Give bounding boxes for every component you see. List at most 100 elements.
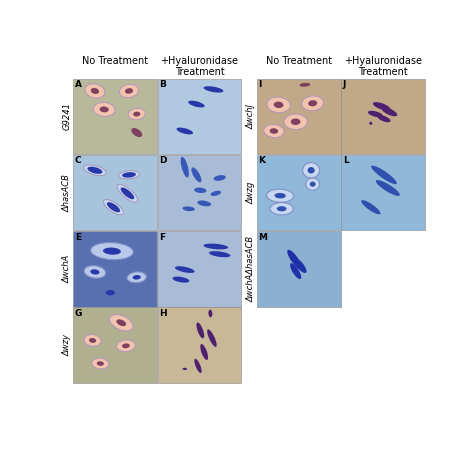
Ellipse shape (197, 200, 211, 206)
Ellipse shape (300, 83, 310, 87)
Ellipse shape (176, 128, 193, 135)
Ellipse shape (117, 320, 126, 326)
Text: Δwzg: Δwzg (246, 181, 255, 204)
Ellipse shape (194, 359, 201, 373)
Text: A: A (75, 80, 82, 89)
Bar (73, 79, 157, 154)
Text: B: B (159, 80, 166, 89)
Ellipse shape (92, 358, 109, 369)
Bar (341, 79, 425, 154)
Ellipse shape (310, 181, 316, 187)
Bar (257, 155, 341, 230)
Ellipse shape (119, 84, 138, 98)
Ellipse shape (201, 344, 208, 360)
Ellipse shape (91, 88, 99, 94)
Ellipse shape (117, 184, 137, 202)
Ellipse shape (273, 102, 283, 108)
Text: +Hyaluronidase
Treatment: +Hyaluronidase Treatment (344, 55, 422, 77)
Ellipse shape (91, 269, 100, 274)
Ellipse shape (120, 188, 134, 199)
Ellipse shape (369, 122, 373, 125)
Text: G9241: G9241 (63, 102, 72, 130)
Ellipse shape (287, 250, 301, 268)
Ellipse shape (125, 88, 133, 94)
Text: K: K (258, 157, 265, 166)
Ellipse shape (302, 162, 319, 178)
Text: ΔhasACB: ΔhasACB (63, 174, 72, 212)
Bar (158, 79, 241, 154)
Text: E: E (75, 233, 81, 242)
Ellipse shape (91, 243, 133, 260)
Ellipse shape (264, 124, 284, 138)
Ellipse shape (85, 84, 105, 98)
Ellipse shape (122, 343, 130, 348)
Ellipse shape (175, 266, 195, 273)
Bar (73, 231, 157, 306)
Text: No Treatment: No Treatment (265, 55, 332, 66)
Ellipse shape (203, 86, 223, 93)
Ellipse shape (373, 102, 391, 111)
Bar (341, 155, 425, 230)
Ellipse shape (122, 172, 136, 178)
Ellipse shape (209, 310, 212, 317)
Ellipse shape (103, 248, 121, 255)
Text: Δwzy: Δwzy (63, 334, 72, 356)
Text: C: C (75, 157, 82, 166)
Text: J: J (343, 80, 346, 89)
Ellipse shape (84, 335, 101, 346)
Ellipse shape (361, 200, 381, 214)
Text: ΔwchAΔhasACB: ΔwchAΔhasACB (246, 236, 255, 302)
Ellipse shape (196, 322, 204, 338)
Bar (257, 231, 341, 306)
Ellipse shape (207, 329, 217, 347)
Ellipse shape (266, 189, 294, 202)
Ellipse shape (284, 114, 307, 130)
Ellipse shape (194, 188, 207, 193)
Ellipse shape (106, 290, 115, 295)
Text: F: F (159, 233, 165, 242)
Ellipse shape (274, 193, 286, 198)
Ellipse shape (127, 272, 146, 283)
Ellipse shape (308, 100, 317, 106)
Ellipse shape (118, 171, 139, 179)
Text: H: H (159, 309, 167, 318)
Bar (73, 155, 157, 230)
Ellipse shape (107, 202, 120, 212)
Ellipse shape (100, 107, 109, 112)
Bar (158, 155, 241, 230)
Ellipse shape (270, 202, 293, 215)
Ellipse shape (181, 157, 189, 178)
Ellipse shape (376, 180, 400, 196)
Ellipse shape (87, 166, 102, 174)
Ellipse shape (93, 103, 115, 117)
Ellipse shape (377, 115, 391, 122)
Ellipse shape (203, 243, 228, 249)
Text: No Treatment: No Treatment (82, 55, 148, 66)
Ellipse shape (191, 167, 201, 182)
Ellipse shape (277, 206, 287, 211)
Ellipse shape (182, 368, 187, 370)
Ellipse shape (133, 112, 140, 117)
Ellipse shape (128, 108, 145, 120)
Ellipse shape (210, 191, 221, 196)
Ellipse shape (131, 128, 142, 137)
Ellipse shape (214, 175, 226, 181)
Ellipse shape (133, 275, 141, 279)
Bar (158, 231, 241, 306)
Ellipse shape (306, 178, 319, 190)
Ellipse shape (371, 166, 397, 184)
Text: ΔwchA: ΔwchA (63, 255, 72, 283)
Ellipse shape (89, 338, 96, 343)
Ellipse shape (209, 251, 230, 257)
Ellipse shape (188, 101, 205, 108)
Bar (73, 307, 157, 383)
Ellipse shape (290, 263, 301, 279)
Ellipse shape (104, 200, 123, 215)
Text: M: M (258, 233, 267, 242)
Ellipse shape (368, 111, 383, 117)
Ellipse shape (302, 96, 323, 111)
Ellipse shape (382, 107, 397, 116)
Ellipse shape (117, 340, 135, 351)
Text: +Hyaluronidase
Treatment: +Hyaluronidase Treatment (161, 55, 238, 77)
Text: ΔwchJ: ΔwchJ (246, 104, 255, 129)
